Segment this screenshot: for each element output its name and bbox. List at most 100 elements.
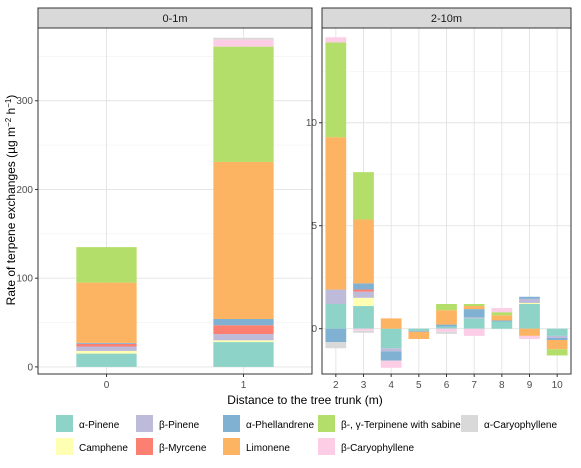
bar-segment-camphene-3 [353, 297, 374, 307]
bar-segment-bgterp-7 [463, 303, 485, 307]
legend-label-bcary: β-Caryophyllene [341, 443, 414, 454]
x-tick-label: 8 [499, 380, 505, 391]
legend-swatch-limonene [223, 438, 240, 455]
bar-segment-apinene-1 [213, 342, 274, 367]
x-tick-label: 3 [361, 380, 367, 391]
bar-segment-apinene-8 [491, 321, 513, 329]
bar-segment-aphell-10 [546, 337, 568, 341]
bar-segment-limonene-10 [546, 340, 568, 350]
bar-segment-bgterp-1 [213, 46, 274, 162]
legend-label-bpinene: β-Pinene [159, 420, 200, 431]
bar-segment-bmyrcene-1 [213, 325, 274, 335]
bar-segment-bcary-7 [463, 328, 485, 336]
bar-segment-bgterp-0 [76, 247, 137, 283]
y-tick-label: 300 [16, 96, 33, 107]
bar-segment-apinene-5 [408, 328, 430, 331]
legend-label-acary: α-Caryophyllene [484, 420, 557, 431]
bar-segment-bpinene-1 [213, 334, 274, 341]
bar-segment-apinene-3 [353, 306, 374, 329]
legend: α-Pinene Camphene β-Pinene β-Myrcene α-Phell… [56, 415, 557, 455]
bar-segment-bpinene-4 [380, 348, 402, 352]
bar-segment-bgterp-6 [436, 303, 457, 311]
panel-title: 0-1m [162, 13, 187, 25]
x-tick-label: 10 [552, 380, 564, 391]
legend-label-aphell: α-Phellandrene [246, 420, 314, 431]
bar-segment-bpinene-0 [76, 346, 137, 351]
y-axis-title: Rate of terpene exchanges (µg m−2 h−1) [4, 95, 18, 306]
bar-segment-aphell-0 [76, 342, 137, 344]
x-axis-title: Distance to the tree trunk (m) [227, 393, 382, 407]
bar-segment-limonene-2 [325, 137, 347, 290]
bar-segment-limonene-0 [76, 282, 137, 343]
bar-segment-bgterp-10 [546, 349, 568, 356]
bar-segment-limonene-7 [463, 306, 485, 310]
bar-segment-limonene-6 [436, 310, 457, 325]
bar-segment-aphell-4 [380, 351, 402, 361]
y-tick-label: 0 [27, 362, 33, 373]
bar-segment-aphell-7 [463, 309, 485, 318]
bar-segment-apinene-10 [546, 328, 568, 336]
bar-segment-bpinene-9 [519, 298, 540, 303]
bar-segment-bcary-3 [353, 328, 374, 331]
bar-segment-aphell-3 [353, 283, 374, 290]
bar-segment-limonene-8 [491, 315, 513, 321]
bar-segment-aphell-9 [519, 296, 540, 299]
bar-segment-bcary-2 [325, 37, 347, 43]
bar-segment-bgterp-8 [491, 312, 513, 316]
bar-segment-limonene-3 [353, 219, 374, 284]
bar-segment-aphell-5 [408, 330, 430, 332]
bar-segment-bcary-6 [436, 328, 457, 332]
panel-far: 2-10m 0 5 10 2 3 4 5 6 7 8 9 10 [306, 7, 572, 391]
legend-swatch-bcary [318, 438, 335, 455]
x-tick-label: 5 [416, 380, 422, 391]
bar-segment-bpinene-7 [463, 317, 485, 319]
bar-segment-bgterp-2 [325, 42, 347, 138]
legend-swatch-bmyrcene [136, 438, 153, 455]
bar-segment-limonene-4 [380, 318, 402, 329]
bar-segment-limonene-1 [213, 161, 274, 319]
bar-segment-acary-1 [213, 37, 274, 40]
x-tick-label: 9 [527, 380, 533, 391]
x-tick-label: 6 [444, 380, 450, 391]
legend-swatch-acary [461, 415, 478, 432]
bar-segment-bmyrcene-0 [76, 343, 137, 347]
x-tick-label: 2 [333, 380, 339, 391]
x-tick-label: 4 [388, 380, 394, 391]
y-tick-label: 5 [311, 221, 317, 232]
y-tick-label: 100 [16, 274, 33, 285]
bar-segment-aphell-6 [436, 324, 457, 327]
legend-swatch-camphene [56, 438, 73, 455]
bar-segment-aphell-1 [213, 318, 274, 326]
bar-segment-limonene-5 [408, 331, 430, 339]
y-tick-label: 0 [311, 324, 317, 335]
bar-segment-bmyrcene-3 [353, 289, 374, 292]
legend-label-camphene: Camphene [79, 443, 128, 454]
bar-segment-apinene-4 [380, 328, 402, 349]
x-tick-label: 7 [471, 380, 477, 391]
legend-label-bmyrcene: β-Myrcene [159, 443, 207, 454]
bar-segment-bcary-8 [491, 308, 513, 313]
bar-segment-aphell-8 [491, 320, 513, 322]
panel-title: 2-10m [431, 13, 462, 25]
y-tick-label: 10 [306, 118, 318, 129]
bar-segment-apinene-7 [463, 318, 485, 329]
bar-segment-camphene-1 [213, 340, 274, 343]
bar-segment-bpinene-3 [353, 291, 374, 298]
panel-border [37, 27, 313, 375]
bar-segment-bpinene-10 [546, 335, 568, 338]
legend-swatch-aphell [223, 415, 240, 432]
bar-segment-limonene-9 [519, 328, 540, 336]
panel-near: 0-1m 0 100 200 300 0 1 [16, 7, 313, 391]
bar-segment-camphene-0 [76, 350, 137, 354]
bar-segment-apinene-9 [519, 303, 540, 329]
x-tick-label: 0 [104, 380, 110, 391]
bar-segment-acary-6 [436, 331, 457, 334]
legend-swatch-bgterp [318, 415, 335, 432]
bar-segment-camphene-9 [519, 302, 540, 304]
y-tick-label: 200 [16, 185, 33, 196]
legend-label-apinene: α-Pinene [79, 420, 120, 431]
legend-label-limonene: Limonene [246, 443, 290, 454]
bar-segment-bcary-1 [213, 39, 274, 47]
bar-segment-bgterp-3 [353, 172, 374, 220]
